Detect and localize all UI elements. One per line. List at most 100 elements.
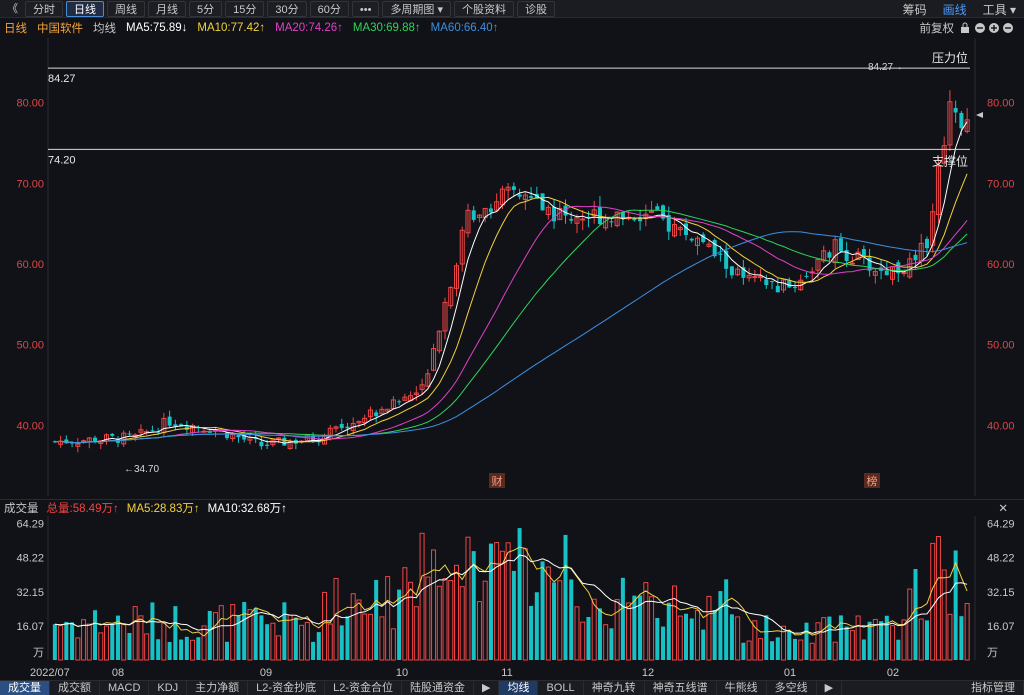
volume-bar <box>103 625 110 661</box>
event-marker-bg <box>864 473 880 488</box>
indicator-tab[interactable]: 均线 <box>499 680 539 695</box>
indicator-tab[interactable]: 神奇五线谱 <box>645 680 717 695</box>
lock-icon[interactable] <box>961 22 969 33</box>
zoom-out-icon[interactable] <box>975 23 985 33</box>
volume-bar <box>459 586 465 661</box>
volume-bar <box>677 615 683 661</box>
ma20-line <box>54 205 968 444</box>
back-icon[interactable]: 《 <box>7 2 18 15</box>
period-tab[interactable]: 日线 <box>66 0 104 17</box>
period-tab[interactable]: 30分 <box>267 0 307 17</box>
volume-bar <box>609 628 614 660</box>
candle-body <box>93 437 98 443</box>
x-axis-label: 10 <box>396 667 408 679</box>
volume-bar <box>522 548 528 661</box>
indicator-tab[interactable]: L2-资金合位 <box>325 680 402 695</box>
event-marker-bg <box>489 473 505 488</box>
candle-body <box>138 429 144 433</box>
volume-bar <box>890 625 896 661</box>
volume-bar <box>517 528 522 660</box>
candle-body <box>586 216 591 219</box>
volume-bar <box>706 595 712 661</box>
volume-bar <box>626 602 632 661</box>
period-tab[interactable]: 个股资料 <box>454 0 515 17</box>
volume-bar <box>453 564 460 661</box>
period-tab[interactable]: ••• <box>351 0 380 17</box>
volume-bar <box>557 580 563 661</box>
candle-body <box>861 249 866 257</box>
toolbar-right-item[interactable]: 画线 <box>942 2 967 17</box>
candle-body <box>367 409 373 418</box>
indicator-tab[interactable]: 神奇九转 <box>584 680 645 695</box>
x-axis-label: 02 <box>887 667 899 679</box>
volume-bar <box>494 542 500 661</box>
volume-bar <box>127 632 132 660</box>
candle-body <box>448 286 454 307</box>
volume-bar <box>781 625 787 661</box>
volume-bar <box>276 635 282 661</box>
indicator-tab[interactable]: L2-资金抄底 <box>248 680 326 695</box>
volume-bar <box>121 623 127 661</box>
volume-bar <box>798 639 804 661</box>
candle-body <box>362 417 368 424</box>
candle-body <box>724 250 729 269</box>
volume-bar <box>614 599 620 661</box>
period-tab[interactable]: 多周期图 ▾ <box>382 0 452 17</box>
candle-body <box>741 267 746 278</box>
candle-body <box>614 211 620 227</box>
indicator-tab[interactable]: 多空线 <box>767 680 817 695</box>
candle-body <box>345 426 350 429</box>
candle-body <box>150 430 155 432</box>
close-panel-icon[interactable]: ✕ <box>998 502 1008 515</box>
candle-body <box>706 243 712 247</box>
period-toolbar: 《 分时 日线 周线 月线 5分 15分 30分 60分 ••• 多周期图 ▾ 个股资料 诊股 筹码画… <box>0 0 1024 18</box>
volume-chart[interactable]: 64.29 64.29 48.22 48.22 32.15 32.15 16.07 16.07… <box>0 516 1024 680</box>
period-tab[interactable]: 分时 <box>25 0 63 17</box>
indicator-tab[interactable]: MACD <box>100 680 150 695</box>
indicator-tab[interactable]: KDJ <box>149 680 188 695</box>
toolbar-right-item[interactable]: 筹码 <box>902 2 927 17</box>
volume-bar <box>689 618 694 660</box>
candle-body <box>792 287 798 289</box>
period-tab[interactable]: 月线 <box>148 0 186 17</box>
toolbar-right-item[interactable]: 工具 ▾ <box>982 2 1016 17</box>
indicator-tab[interactable]: 陆股通资金 <box>402 680 474 695</box>
period-tab[interactable]: 60分 <box>309 0 349 17</box>
ma30-line <box>54 209 968 444</box>
indicator-tab[interactable]: 指标管理 <box>963 680 1024 695</box>
indicator-tab[interactable]: ▶ <box>817 680 843 695</box>
ma-label[interactable]: 均线 <box>93 23 116 35</box>
volume-bar <box>201 625 207 661</box>
chart-control-icons <box>961 22 1013 33</box>
vol-tick-left: 48.22 <box>16 553 44 565</box>
volume-bar <box>918 618 924 661</box>
candle-body <box>896 262 901 274</box>
period-tab[interactable]: 周线 <box>107 0 145 17</box>
candle-body <box>694 237 700 247</box>
zoom-in-icon[interactable] <box>989 23 999 33</box>
period-tab[interactable]: 5分 <box>189 0 223 17</box>
indicator-tab[interactable]: 主力净额 <box>187 680 249 695</box>
volume-bar <box>758 638 764 661</box>
candle-body <box>804 275 809 277</box>
indicator-tab[interactable]: 成交量 <box>0 680 50 695</box>
volume-bar <box>804 622 809 660</box>
minus-icon[interactable] <box>1003 23 1013 33</box>
indicator-tab[interactable]: BOLL <box>538 680 584 695</box>
candle-body <box>511 186 516 190</box>
adjust-mode[interactable]: 前复权 <box>919 23 955 35</box>
price-tick-left: 70.00 <box>16 178 44 190</box>
candle-body <box>580 218 586 221</box>
candle-body <box>855 251 861 260</box>
volume-bar <box>397 589 402 660</box>
period-tab[interactable]: 诊股 <box>517 0 556 17</box>
volume-bar <box>390 628 396 661</box>
volume-bar <box>465 536 471 661</box>
period-tab[interactable]: 15分 <box>225 0 265 17</box>
volume-ma10: MA10:32.68万↑ <box>207 502 287 515</box>
volume-bar <box>872 618 878 661</box>
indicator-tab[interactable]: 成交额 <box>50 680 100 695</box>
indicator-tab[interactable]: ▶ <box>474 680 500 695</box>
indicator-tab[interactable]: 牛熊线 <box>717 680 767 695</box>
price-chart[interactable]: 80.00 80.00 70.00 70.00 60.00 60.00 50.00 50.00… <box>0 38 1024 499</box>
